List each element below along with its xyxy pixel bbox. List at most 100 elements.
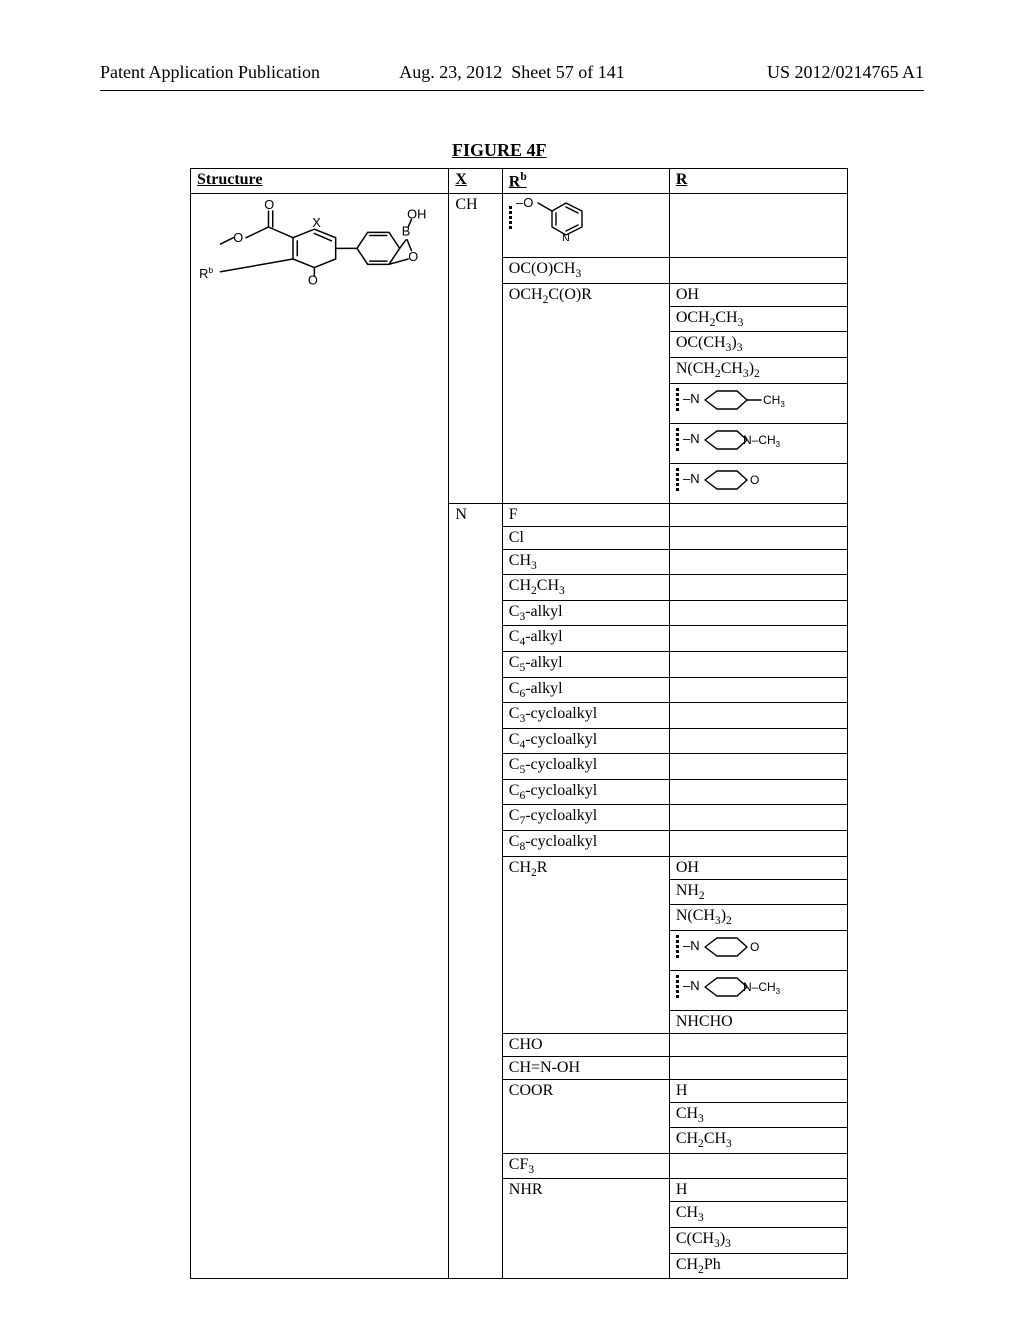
r-cell (669, 1033, 847, 1056)
rb-cell: C5-cycloalkyl (502, 754, 669, 780)
col-structure: Structure (191, 169, 449, 194)
r-cell (669, 600, 847, 626)
figure-title: FIGURE 4F (452, 140, 547, 161)
svg-text:N: N (562, 233, 570, 241)
rb-cell: C5-alkyl (502, 651, 669, 677)
label-x: X (312, 215, 321, 230)
rb-cell: CH2R (502, 856, 669, 1033)
morpholino-2: –N O (676, 932, 841, 962)
svg-text:–N: –N (683, 978, 700, 993)
r-cell: NH2 (669, 879, 847, 905)
svg-text:O: O (750, 473, 759, 487)
rb-cell: CHO (502, 1033, 669, 1056)
r-cell (669, 1153, 847, 1179)
structure-diagram: O O X Rb O (197, 195, 442, 285)
rb-cell: CH=N-OH (502, 1056, 669, 1079)
r-cell (669, 1056, 847, 1079)
r-cell: CH3 (669, 1102, 847, 1128)
svg-text:N–CH3: N–CH3 (743, 433, 781, 449)
r-cell: OCH2CH3 (669, 306, 847, 332)
compound-table: Structure X Rb R O O X (190, 168, 848, 1279)
rb-cell: C6-cycloalkyl (502, 779, 669, 805)
svg-text:–N: –N (683, 391, 700, 406)
morph-svg: –N O (683, 465, 773, 495)
rb-cell: CH2CH3 (502, 575, 669, 601)
r-cell (669, 677, 847, 703)
r-cell (669, 575, 847, 601)
label-o-bot: O (308, 273, 318, 288)
rb-cell: NHR (502, 1179, 669, 1279)
svg-text:–N: –N (683, 471, 700, 486)
pip-ch3-svg: –N CH3 (683, 385, 793, 415)
r-cell: N(CH3)2 (669, 905, 847, 931)
r-cell (669, 258, 847, 284)
bond-cut-icon (676, 428, 679, 452)
svg-text:–O: –O (516, 195, 533, 210)
pyridyl-fragment: –O N (509, 195, 663, 241)
piperazinyl-nch3: –N N–CH3 (676, 425, 841, 455)
pip-nch3-2-svg: –N N–CH3 (683, 972, 803, 1002)
r-cell: –N O (669, 930, 847, 970)
rb-cell: F (502, 503, 669, 526)
morph2-svg: –N O (683, 932, 773, 962)
label-o-ring: O (408, 249, 418, 264)
rb-cell: COOR (502, 1079, 669, 1153)
col-x: X (449, 169, 502, 194)
header-underline (100, 90, 924, 91)
structure-cell: O O X Rb O (191, 194, 449, 1279)
bond-cut-icon (676, 975, 679, 999)
r-cell: H (669, 1079, 847, 1102)
rb-cell: C6-alkyl (502, 677, 669, 703)
r-cell: OH (669, 283, 847, 306)
rb-cell: CH3 (502, 549, 669, 575)
bond-cut-icon (676, 468, 679, 492)
r-cell: C(CH3)3 (669, 1228, 847, 1254)
r-cell: N(CH2CH3)2 (669, 358, 847, 384)
r-cell: CH3 (669, 1202, 847, 1228)
rb-cell: C7-cycloalkyl (502, 805, 669, 831)
page-header: Patent Application Publication Aug. 23, … (0, 62, 1024, 83)
rb-cell: OC(O)CH3 (502, 258, 669, 284)
label-o-left: O (233, 230, 243, 245)
pub-sheet: Sheet 57 of 141 (511, 62, 624, 82)
r-cell (669, 703, 847, 729)
r-cell (669, 779, 847, 805)
table-row: O O X Rb O (191, 194, 848, 258)
r-cell: NHCHO (669, 1010, 847, 1033)
col-rb-base: R (509, 173, 521, 190)
r-cell (669, 728, 847, 754)
x-cell: N (449, 503, 502, 1279)
r-cell: –N N–CH3 (669, 423, 847, 463)
piperidyl-ch3: –N CH3 (676, 385, 841, 415)
r-cell (669, 831, 847, 857)
r-cell (669, 526, 847, 549)
table-header-row: Structure X Rb R (191, 169, 848, 194)
pyridyl-svg: –O N (516, 195, 606, 241)
r-cell: –N N–CH3 (669, 970, 847, 1010)
r-cell (669, 651, 847, 677)
pub-docnum: US 2012/0214765 A1 (767, 62, 924, 83)
bond-cut-icon (676, 935, 679, 959)
r-cell (669, 626, 847, 652)
r-cell: CH2Ph (669, 1253, 847, 1279)
svg-text:N–CH3: N–CH3 (743, 980, 781, 996)
r-cell: CH2CH3 (669, 1128, 847, 1154)
pub-date-sheet: Aug. 23, 2012 Sheet 57 of 141 (399, 62, 624, 83)
bond-cut-icon (509, 206, 512, 230)
x-cell: CH (449, 194, 502, 503)
structure-svg: O O X Rb O (197, 195, 442, 296)
svg-text:–N: –N (683, 938, 700, 953)
pub-line: Patent Application Publication (100, 62, 320, 83)
col-rb: Rb (502, 169, 669, 194)
rb-cell: CF3 (502, 1153, 669, 1179)
rb-cell: OCH2C(O)R (502, 283, 669, 503)
r-cell (669, 503, 847, 526)
r-cell (669, 805, 847, 831)
label-rb: Rb (199, 265, 213, 281)
rb-cell: C4-alkyl (502, 626, 669, 652)
r-cell: H (669, 1179, 847, 1202)
pub-date: Aug. 23, 2012 (399, 62, 502, 82)
r-cell (669, 194, 847, 258)
piperazinyl-nch3-2: –N N–CH3 (676, 972, 841, 1002)
rb-cell: C4-cycloalkyl (502, 728, 669, 754)
